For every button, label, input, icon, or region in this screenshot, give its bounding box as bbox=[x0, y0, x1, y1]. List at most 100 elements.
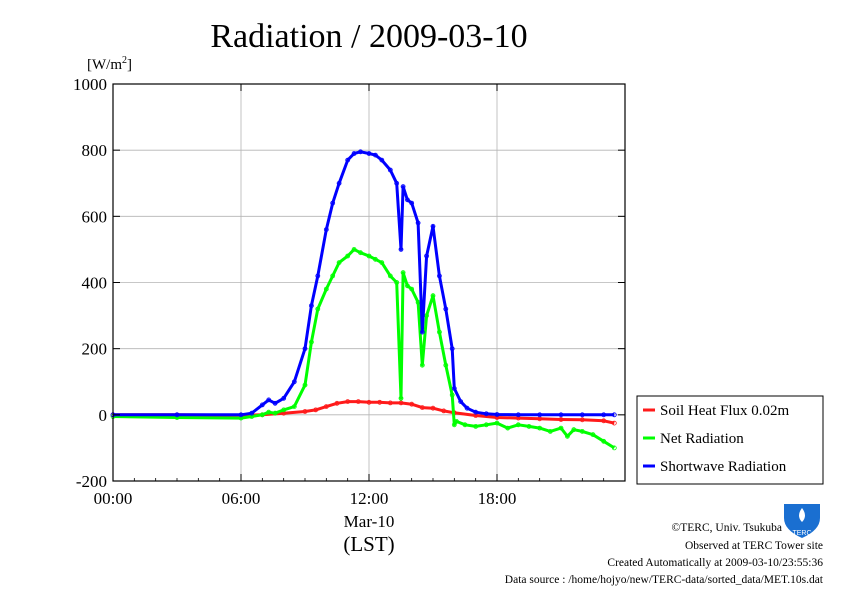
shortwave-radiation-point bbox=[259, 402, 265, 408]
shortwave-radiation-point bbox=[366, 151, 372, 156]
shortwave-radiation-point bbox=[174, 412, 180, 418]
net-radiation-point bbox=[483, 422, 489, 428]
net-radiation-point bbox=[409, 286, 415, 292]
shortwave-radiation-point bbox=[358, 149, 363, 155]
y-tick-label: -200 bbox=[76, 472, 107, 491]
net-radiation-point bbox=[515, 422, 521, 428]
x-axis-label: (LST) bbox=[343, 532, 394, 556]
soil-heat-flux-point bbox=[355, 399, 361, 405]
net-radiation-point bbox=[430, 293, 436, 299]
y-axis-unit: [W/m2] bbox=[87, 55, 132, 73]
net-radiation-point bbox=[272, 410, 278, 416]
shortwave-radiation-point bbox=[266, 397, 272, 403]
net-radiation-point bbox=[449, 392, 455, 398]
net-radiation-point bbox=[291, 404, 297, 410]
net-radiation-point bbox=[398, 395, 404, 401]
shortwave-radiation-point bbox=[419, 329, 425, 335]
x-tick-label: 06:00 bbox=[222, 489, 261, 508]
y-tick-label: 0 bbox=[99, 406, 108, 425]
soil-heat-flux-point bbox=[441, 408, 447, 414]
soil-heat-flux-line bbox=[113, 400, 615, 425]
shortwave-radiation-point bbox=[449, 346, 455, 352]
soil-heat-flux-point bbox=[323, 404, 329, 410]
soil-heat-flux-point bbox=[601, 418, 607, 424]
soil-heat-flux-point bbox=[419, 405, 425, 411]
shortwave-radiation-point bbox=[394, 180, 400, 186]
shortwave-radiation-point bbox=[451, 385, 457, 391]
legend-label-net: Net Radiation bbox=[660, 431, 744, 447]
terc-logo: TERC bbox=[784, 504, 820, 538]
net-radiation-point bbox=[259, 412, 265, 418]
soil-heat-flux-point bbox=[345, 399, 351, 405]
net-radiation-point bbox=[400, 270, 406, 276]
net-radiation-point bbox=[315, 306, 321, 312]
shortwave-radiation-point bbox=[238, 412, 244, 418]
soil-heat-flux-point bbox=[398, 400, 404, 406]
net-radiation-point bbox=[505, 425, 511, 431]
soil-heat-flux-point bbox=[366, 399, 372, 405]
net-radiation-point bbox=[358, 250, 363, 256]
net-radiation-point bbox=[462, 422, 468, 428]
shortwave-radiation-point bbox=[351, 151, 357, 156]
shortwave-radiation-point bbox=[558, 412, 564, 418]
y-tick-label: 400 bbox=[82, 274, 108, 293]
terc-logo-drop bbox=[799, 508, 805, 522]
net-radiation-point bbox=[323, 286, 329, 292]
shortwave-radiation-point bbox=[464, 405, 470, 411]
shortwave-radiation-point bbox=[315, 273, 321, 279]
net-radiation-point bbox=[565, 433, 570, 439]
net-radiation-point bbox=[366, 253, 372, 259]
net-radiation-point bbox=[387, 273, 393, 279]
net-radiation-point bbox=[404, 283, 410, 289]
shortwave-radiation-point bbox=[424, 253, 430, 259]
net-radiation-point bbox=[601, 438, 607, 444]
shortwave-radiation-point bbox=[330, 200, 336, 206]
y-tick-label: 600 bbox=[82, 207, 108, 226]
net-radiation-point bbox=[454, 418, 459, 424]
shortwave-radiation-point bbox=[400, 184, 406, 190]
net-radiation-point bbox=[547, 428, 553, 434]
net-radiation-point bbox=[526, 423, 532, 429]
net-radiation-point bbox=[336, 260, 342, 266]
shortwave-radiation-point bbox=[473, 409, 479, 415]
shortwave-radiation-point bbox=[398, 246, 404, 252]
net-radiation-point bbox=[558, 425, 564, 431]
x-tick-label: 12:00 bbox=[350, 489, 389, 508]
shortwave-radiation-point bbox=[302, 346, 308, 352]
net-radiation-point bbox=[379, 260, 385, 266]
shortwave-radiation-point bbox=[458, 399, 464, 405]
net-radiation-point bbox=[590, 432, 596, 438]
net-radiation-point bbox=[308, 339, 314, 345]
shortwave-radiation-point bbox=[387, 167, 393, 173]
series-group bbox=[110, 149, 617, 451]
shortwave-radiation-point bbox=[281, 395, 287, 401]
net-radiation-point bbox=[579, 428, 585, 434]
net-radiation-point bbox=[266, 409, 272, 415]
net-radiation-line bbox=[112, 247, 616, 450]
shortwave-radiation-point bbox=[443, 306, 449, 312]
y-tick-label: 800 bbox=[82, 141, 108, 160]
net-radiation-point bbox=[443, 362, 449, 368]
shortwave-radiation-point bbox=[537, 412, 543, 418]
net-radiation-point bbox=[351, 246, 357, 252]
shortwave-radiation-point bbox=[415, 220, 421, 226]
soil-heat-flux-point bbox=[579, 417, 585, 423]
shortwave-radiation-point bbox=[579, 412, 585, 418]
soil-heat-flux-point bbox=[313, 407, 319, 413]
net-radiation-point bbox=[281, 407, 287, 413]
chart-title: Radiation / 2009-03-10 bbox=[210, 18, 527, 55]
shortwave-radiation-point bbox=[436, 273, 442, 279]
shortwave-radiation-point bbox=[515, 412, 521, 418]
soil-heat-flux-point bbox=[558, 417, 564, 422]
shortwave-radiation-point bbox=[249, 410, 255, 416]
shortwave-radiation-point bbox=[291, 379, 297, 385]
y-tick-label: 1000 bbox=[73, 75, 107, 94]
shortwave-radiation-point bbox=[323, 227, 329, 233]
legend: Soil Heat Flux 0.02m Net Radiation Short… bbox=[636, 395, 824, 485]
shortwave-radiation-point bbox=[611, 412, 617, 418]
shortwave-radiation-point bbox=[494, 412, 500, 417]
x-axis-date: Mar-10 bbox=[344, 512, 395, 531]
y-tick-label: 200 bbox=[82, 340, 108, 359]
soil-heat-flux-point bbox=[302, 409, 308, 414]
credit-source: Data source : /home/hojyo/new/TERC-data/… bbox=[505, 574, 824, 586]
